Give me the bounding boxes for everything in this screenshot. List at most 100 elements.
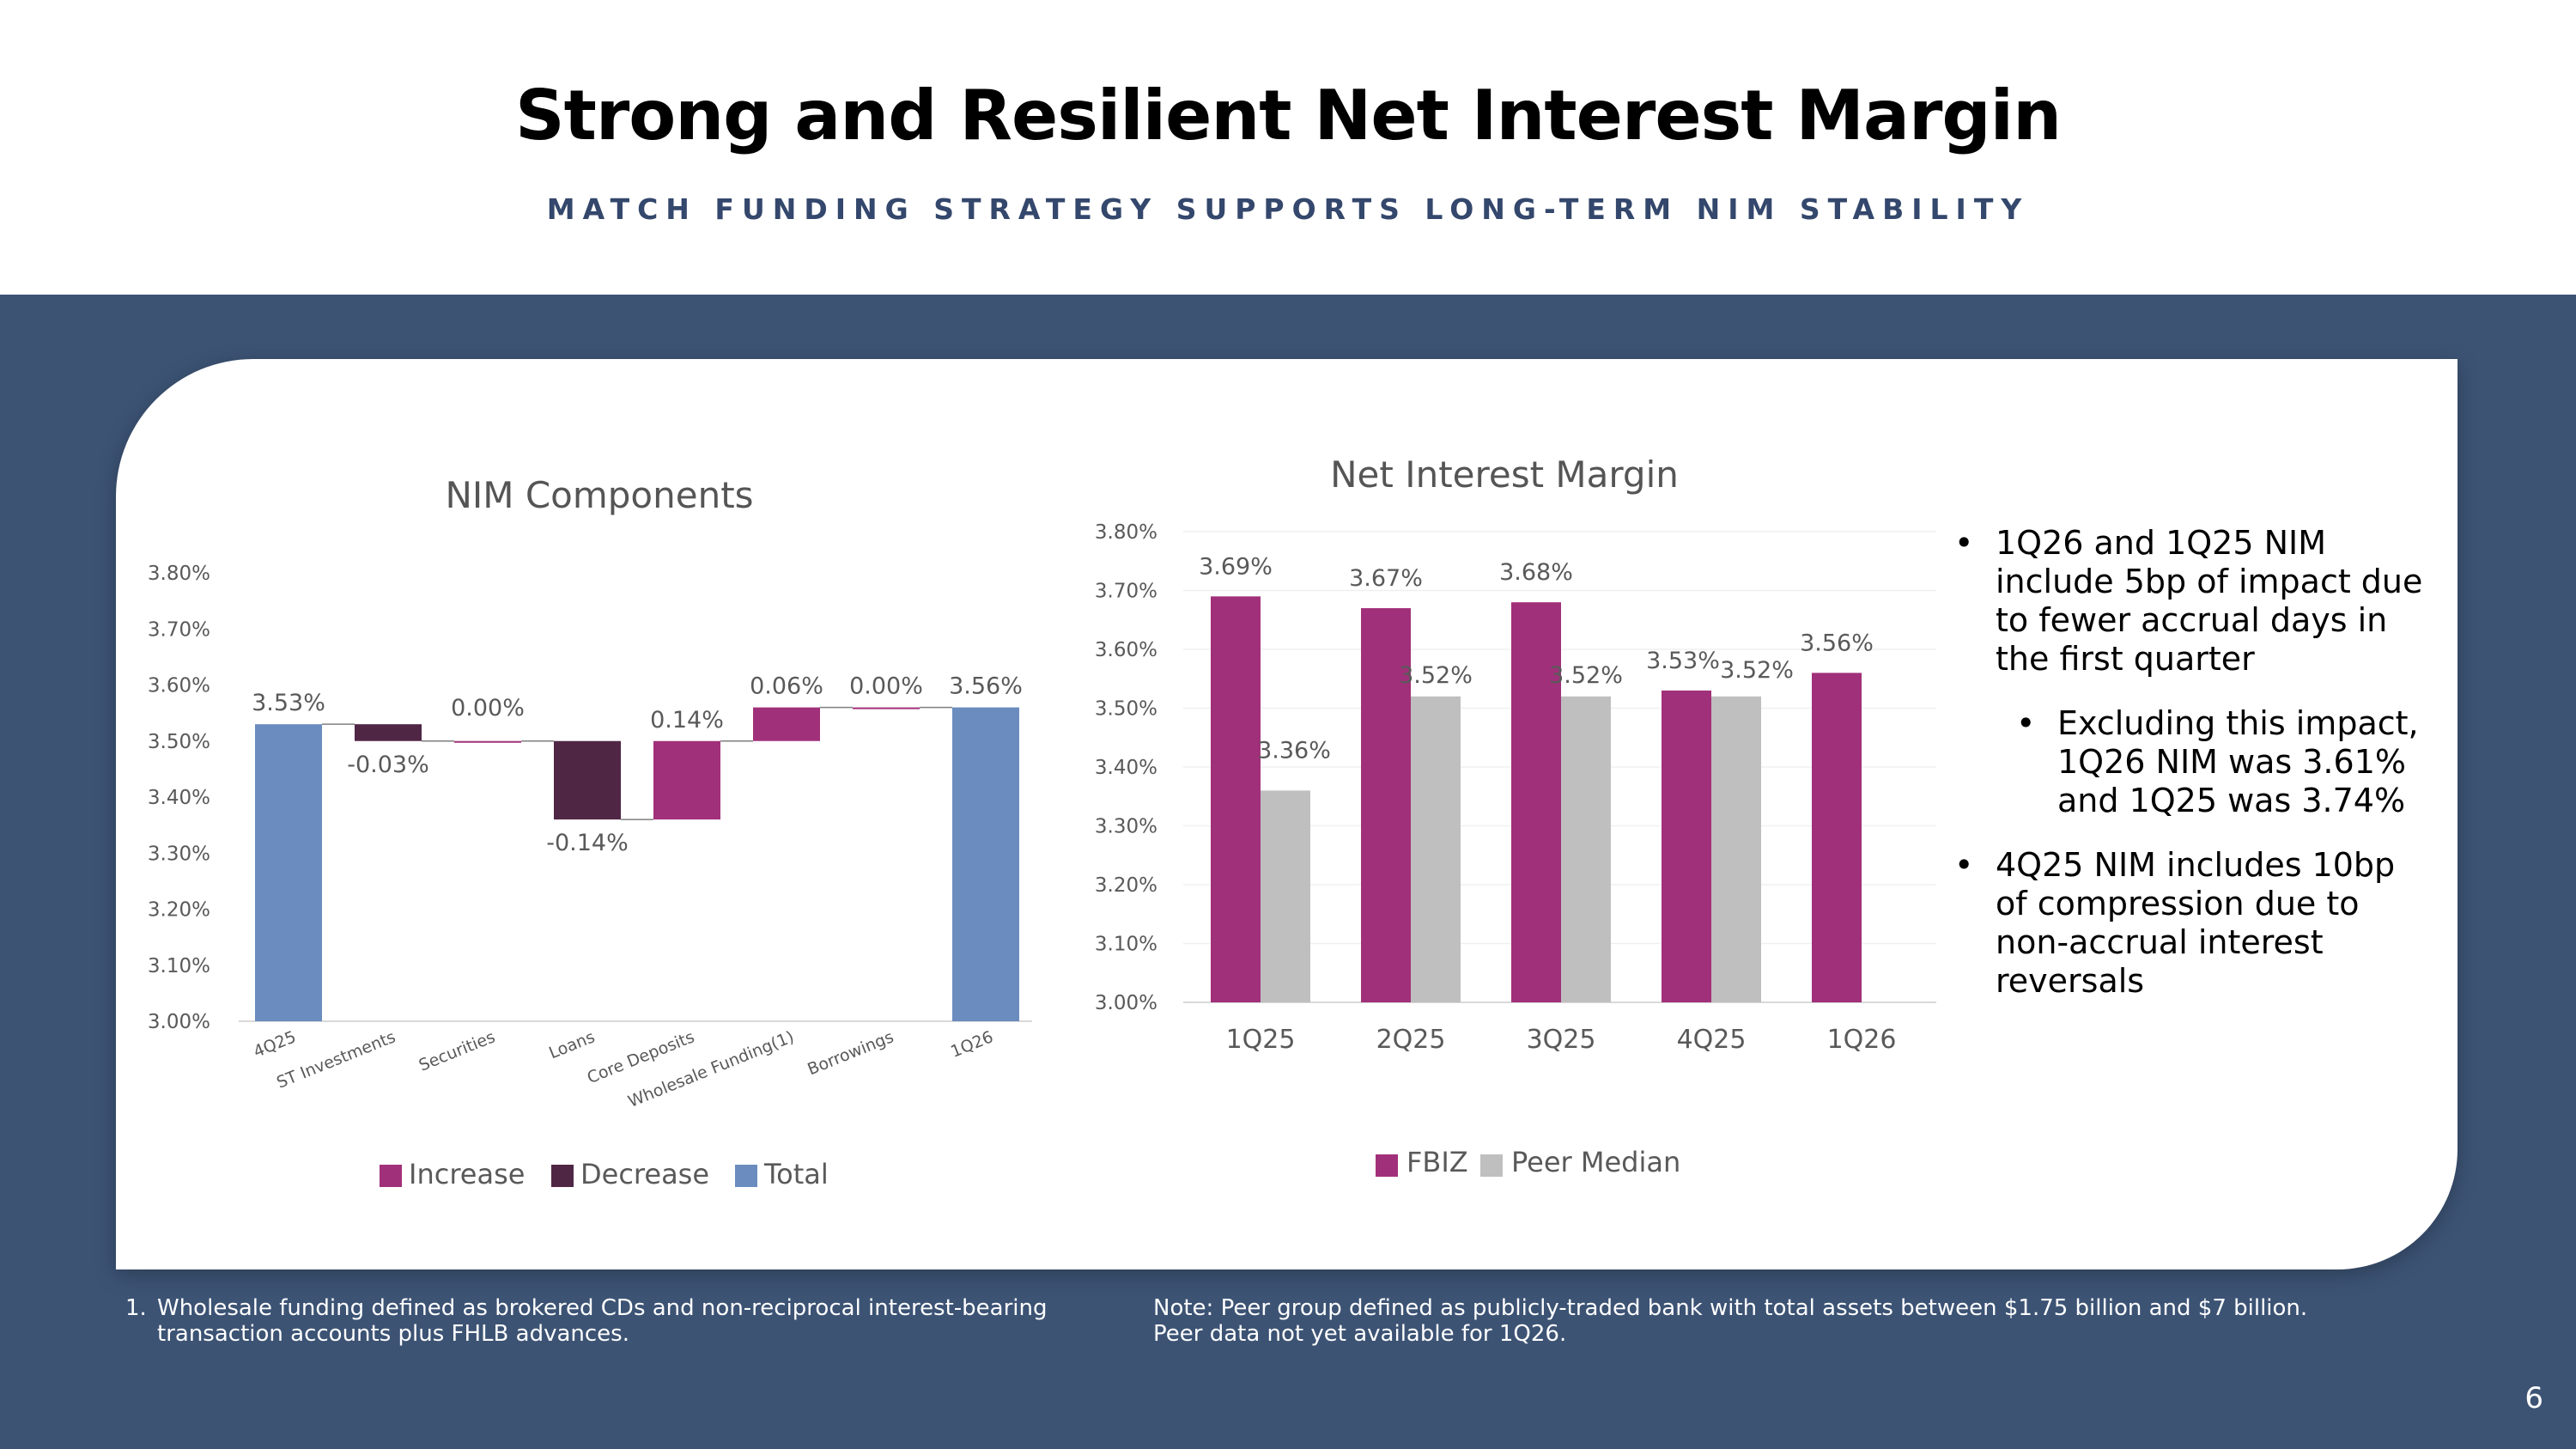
category-label: 3Q25 bbox=[1527, 1025, 1596, 1055]
footnote-left-line-2: transaction accounts plus FHLB advances. bbox=[157, 1321, 629, 1347]
data-label: 0.00% bbox=[451, 695, 525, 721]
chart-title: Net Interest Margin bbox=[1330, 454, 1679, 496]
nim-data-labels: 3.69%3.36%3.67%3.52%3.68%3.52%3.53% 3.52%… bbox=[1199, 553, 1874, 764]
data-label: -0.14% bbox=[546, 830, 629, 856]
bullet-text: 1Q26 and 1Q25 NIM include 5bp of impact … bbox=[1996, 524, 2423, 678]
category-label: Loans bbox=[546, 1027, 598, 1062]
peer-data-label: 3.52% bbox=[1399, 662, 1473, 689]
waterfall-bar bbox=[853, 707, 920, 709]
data-label: 0.14% bbox=[650, 707, 724, 734]
waterfall-bar bbox=[753, 707, 820, 741]
fbiz-data-label: 3.53% bbox=[1646, 648, 1720, 674]
data-label: 3.56% bbox=[949, 673, 1023, 700]
y-axis: 3.00% 3.10% 3.20% 3.30% 3.40% 3.50% 3.60% 3.70%… bbox=[148, 563, 210, 1033]
y-tick-label: 3.20% bbox=[148, 899, 210, 922]
legend-label-peer-median: Peer Median bbox=[1511, 1146, 1680, 1178]
bullet-item: • 4Q25 NIM includes 10bp of compression … bbox=[1954, 846, 2435, 1001]
page-number: 6 bbox=[2524, 1381, 2543, 1416]
y-tick-label: 3.70% bbox=[1095, 581, 1157, 603]
fbiz-data-label: 3.67% bbox=[1349, 565, 1423, 592]
page-subtitle: MATCH FUNDING STRATEGY SUPPORTS LONG-TER… bbox=[546, 192, 2030, 226]
waterfall-bar bbox=[454, 740, 521, 743]
y-tick-label: 3.80% bbox=[148, 563, 210, 585]
y-tick-label: 3.30% bbox=[148, 843, 210, 865]
peer-median-bar bbox=[1561, 696, 1611, 1002]
y-tick-label: 3.70% bbox=[148, 618, 210, 641]
bullet-marker: • bbox=[1954, 524, 1974, 562]
y-tick-label: 3.50% bbox=[1095, 698, 1157, 721]
y-tick-label: 3.60% bbox=[1095, 639, 1157, 661]
fbiz-bar bbox=[1211, 596, 1261, 1002]
legend-label-decrease: Decrease bbox=[580, 1158, 709, 1190]
fbiz-data-label: 3.56% bbox=[1800, 630, 1874, 656]
y-tick-label: 3.10% bbox=[148, 955, 210, 977]
commentary-bullets: • 1Q26 and 1Q25 NIM include 5bp of impac… bbox=[1954, 524, 2435, 1026]
net-interest-margin-chart: Net Interest Margin 3.00% 3.10% 3.20% 3.30%… bbox=[1095, 454, 1936, 1178]
category-label: 1Q26 bbox=[948, 1027, 996, 1062]
fbiz-bar bbox=[1511, 602, 1561, 1002]
peer-median-bar bbox=[1411, 696, 1461, 1002]
footnote-right-line-1: Note: Peer group defined as publicly-tra… bbox=[1153, 1295, 2308, 1321]
legend-label-increase: Increase bbox=[409, 1158, 525, 1190]
waterfall-bar bbox=[952, 707, 1019, 1021]
legend-swatch-increase bbox=[380, 1165, 402, 1187]
nim-category-labels: 1Q25 2Q25 3Q25 4Q25 1Q26 bbox=[1226, 1025, 1897, 1055]
peer-data-label: 3.36% bbox=[1257, 737, 1331, 764]
peer-data-label: 3.52% bbox=[1549, 662, 1623, 689]
footnote-left-line-1: Wholesale funding defined as brokered CD… bbox=[157, 1295, 1048, 1321]
y-tick-label: 3.40% bbox=[148, 787, 210, 809]
sub-bullet-item: • Excluding this impact, 1Q26 NIM was 3.… bbox=[1954, 704, 2435, 820]
nim-bars bbox=[1211, 596, 1862, 1002]
y-tick-label: 3.40% bbox=[1095, 757, 1157, 779]
y-tick-label: 3.30% bbox=[1095, 816, 1157, 838]
chart-title: NIM Components bbox=[445, 474, 753, 516]
data-label: 0.00% bbox=[849, 673, 923, 700]
y-tick-label: 3.60% bbox=[148, 675, 210, 697]
y-tick-label: 3.20% bbox=[1095, 874, 1157, 897]
category-label: Securities bbox=[416, 1027, 498, 1075]
category-label: 1Q26 bbox=[1827, 1025, 1897, 1055]
legend-label-fbiz: FBIZ bbox=[1406, 1146, 1468, 1178]
waterfall-legend: Increase Decrease Total bbox=[380, 1158, 829, 1190]
bullet-marker: • bbox=[1954, 846, 1974, 884]
waterfall-data-labels: 3.53% -0.03% 0.00% -0.14% 0.14% 0.06% 0.00% 3.5… bbox=[252, 673, 1023, 857]
page-title: Strong and Resilient Net Interest Margin bbox=[514, 76, 2062, 155]
category-label: 4Q25 bbox=[1677, 1025, 1747, 1055]
bullet-item: • 1Q26 and 1Q25 NIM include 5bp of impac… bbox=[1954, 524, 2435, 679]
waterfall-bar bbox=[554, 740, 621, 820]
peer-median-bar bbox=[1261, 790, 1310, 1002]
fbiz-data-label: 3.68% bbox=[1499, 559, 1573, 586]
y-tick-label: 3.50% bbox=[148, 731, 210, 753]
waterfall-bar bbox=[255, 724, 322, 1021]
waterfall-bars bbox=[255, 706, 1019, 1021]
bullet-text: 4Q25 NIM includes 10bp of compression du… bbox=[1996, 846, 2396, 1000]
bullet-text: Excluding this impact, 1Q26 NIM was 3.61… bbox=[2057, 704, 2419, 819]
category-label: 4Q25 bbox=[251, 1027, 299, 1062]
nim-components-chart: NIM Components 3.00% 3.10% 3.20% 3.30% 3.40%… bbox=[148, 474, 1032, 1190]
fbiz-bar bbox=[1662, 690, 1711, 1002]
legend-swatch-decrease bbox=[551, 1165, 574, 1187]
bullet-marker: • bbox=[2016, 704, 2036, 742]
fbiz-data-label: 3.69% bbox=[1199, 553, 1273, 580]
legend-swatch-total bbox=[735, 1165, 757, 1187]
peer-median-bar bbox=[1711, 696, 1761, 1002]
data-label: -0.03% bbox=[347, 752, 429, 778]
y-tick-label: 3.00% bbox=[1095, 992, 1157, 1014]
waterfall-bar bbox=[355, 724, 422, 741]
nim-legend: FBIZ Peer Median bbox=[1376, 1146, 1680, 1178]
fbiz-bar bbox=[1361, 608, 1411, 1002]
peer-data-label: 3.52% bbox=[1720, 657, 1794, 684]
fbiz-bar bbox=[1812, 673, 1862, 1002]
waterfall-bar bbox=[653, 740, 720, 820]
y-tick-label: 3.00% bbox=[148, 1011, 210, 1033]
legend-swatch-peer-median bbox=[1480, 1154, 1503, 1177]
legend-label-total: Total bbox=[763, 1158, 829, 1190]
data-label: 3.53% bbox=[252, 690, 325, 716]
data-label: 0.06% bbox=[750, 673, 823, 700]
y-tick-label: 3.10% bbox=[1095, 934, 1157, 956]
footnote-number: 1. bbox=[125, 1295, 147, 1321]
footnote-right-line-2: Peer data not yet available for 1Q26. bbox=[1153, 1321, 1567, 1347]
legend-swatch-fbiz bbox=[1376, 1154, 1398, 1177]
